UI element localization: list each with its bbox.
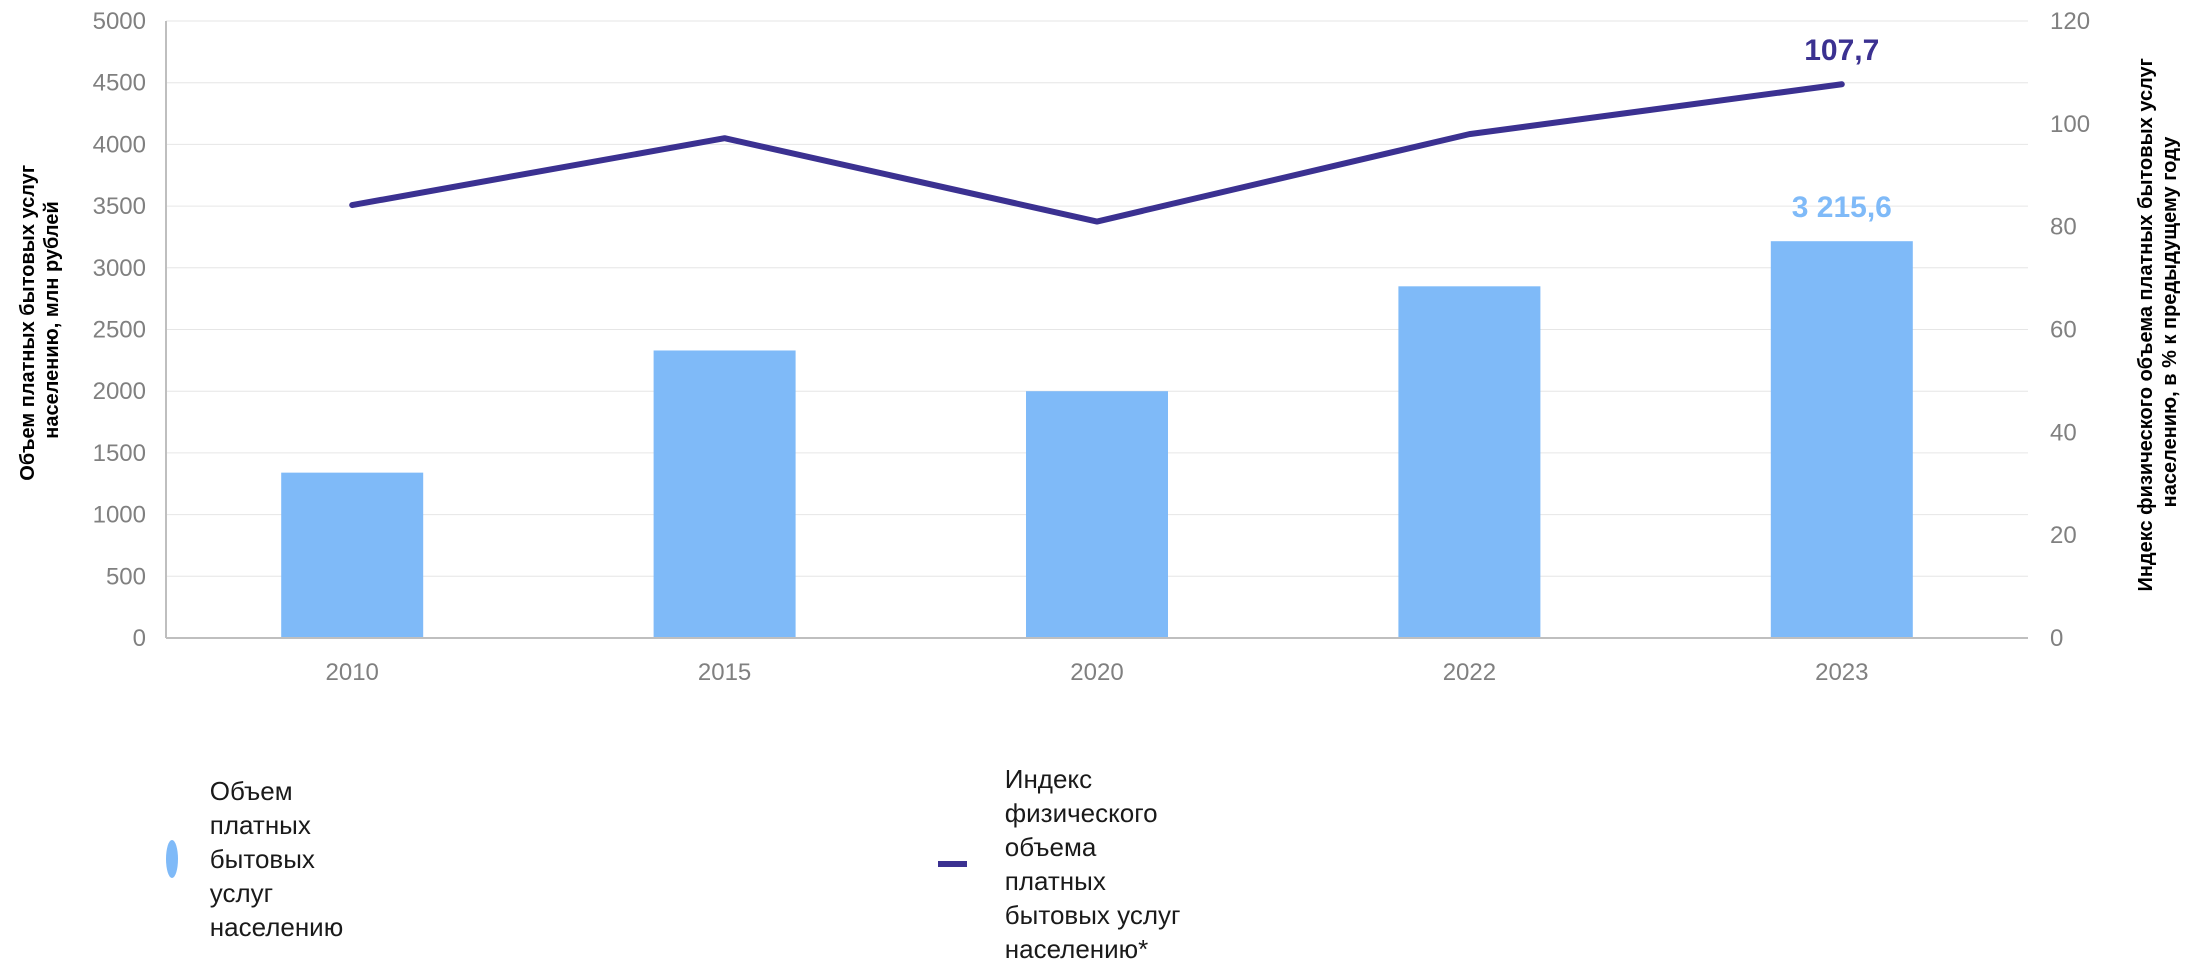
x-tick-label: 2010 xyxy=(326,659,379,686)
chart: 0500100015002000250030003500400045005000… xyxy=(0,0,2188,828)
legend-swatch-bar xyxy=(166,840,178,878)
left-tick-label: 2500 xyxy=(93,317,146,344)
x-tick-label: 2023 xyxy=(1815,659,1868,686)
legend-label-line-2: бытовых услуг населению* xyxy=(1005,898,1197,966)
right-tick-label: 100 xyxy=(2050,111,2090,138)
left-tick-label: 5000 xyxy=(93,8,146,35)
right-axis-title-line1: Индекс физического объема платных бытовы… xyxy=(2135,58,2157,592)
bar xyxy=(1398,286,1540,638)
left-tick-label: 4500 xyxy=(93,70,146,97)
x-axis-ticks: 2010 2015 2020 2022 2023 xyxy=(326,659,1869,686)
right-axis-ticks: 0 20 40 60 80 100 120 xyxy=(2050,8,2090,652)
left-tick-label: 500 xyxy=(106,563,146,590)
left-axis-title-line1: Объем платных бытовых услуг xyxy=(17,165,39,481)
legend-swatch-line xyxy=(938,861,967,867)
data-labels: 3 215,6 107,7 xyxy=(1792,34,1892,224)
left-tick-label: 4000 xyxy=(93,131,146,158)
legend-label-line: Индекс физического объема платных бытовы… xyxy=(1005,762,1197,966)
right-tick-label: 0 xyxy=(2050,625,2063,652)
line-series xyxy=(352,84,1842,221)
legend-item-bars: Объем платных бытовых услуг населению xyxy=(166,774,369,944)
left-tick-label: 2000 xyxy=(93,378,146,405)
right-tick-label: 120 xyxy=(2050,8,2090,35)
bar xyxy=(654,350,796,638)
right-tick-label: 40 xyxy=(2050,419,2077,446)
left-axis-title: Объем платных бытовых услуг населению, м… xyxy=(17,159,63,480)
left-tick-label: 3500 xyxy=(93,193,146,220)
right-axis-title: Индекс физического объема платных бытовы… xyxy=(2135,52,2181,591)
left-axis-title-line2: населению, млн рублей xyxy=(41,201,63,439)
bar xyxy=(1771,241,1913,638)
right-tick-label: 20 xyxy=(2050,522,2077,549)
bar xyxy=(1026,391,1168,638)
right-tick-label: 60 xyxy=(2050,317,2077,344)
right-tick-label: 80 xyxy=(2050,214,2077,241)
bar-series xyxy=(281,241,1913,638)
left-tick-label: 3000 xyxy=(93,255,146,282)
x-tick-label: 2020 xyxy=(1070,659,1123,686)
left-tick-label: 0 xyxy=(133,625,146,652)
legend-item-line: Индекс физического объема платных бытовы… xyxy=(938,762,1197,966)
legend-label-bars: Объем платных бытовых услуг населению xyxy=(210,774,370,944)
x-tick-label: 2015 xyxy=(698,659,751,686)
left-tick-label: 1000 xyxy=(93,502,146,529)
right-axis-title-line2: населению, в % к предыдущему году xyxy=(2159,136,2181,508)
left-tick-label: 1500 xyxy=(93,440,146,467)
x-tick-label: 2022 xyxy=(1443,659,1496,686)
left-axis-ticks: 0 500 1000 1500 2000 2500 3000 3500 4000 4500 5000 xyxy=(93,8,146,652)
bar xyxy=(281,473,423,638)
bar-data-label: 3 215,6 xyxy=(1792,191,1892,224)
line-series-path xyxy=(352,84,1842,221)
line-data-label: 107,7 xyxy=(1804,34,1879,67)
legend-label-line-1: Индекс физического объема платных xyxy=(1005,762,1197,898)
